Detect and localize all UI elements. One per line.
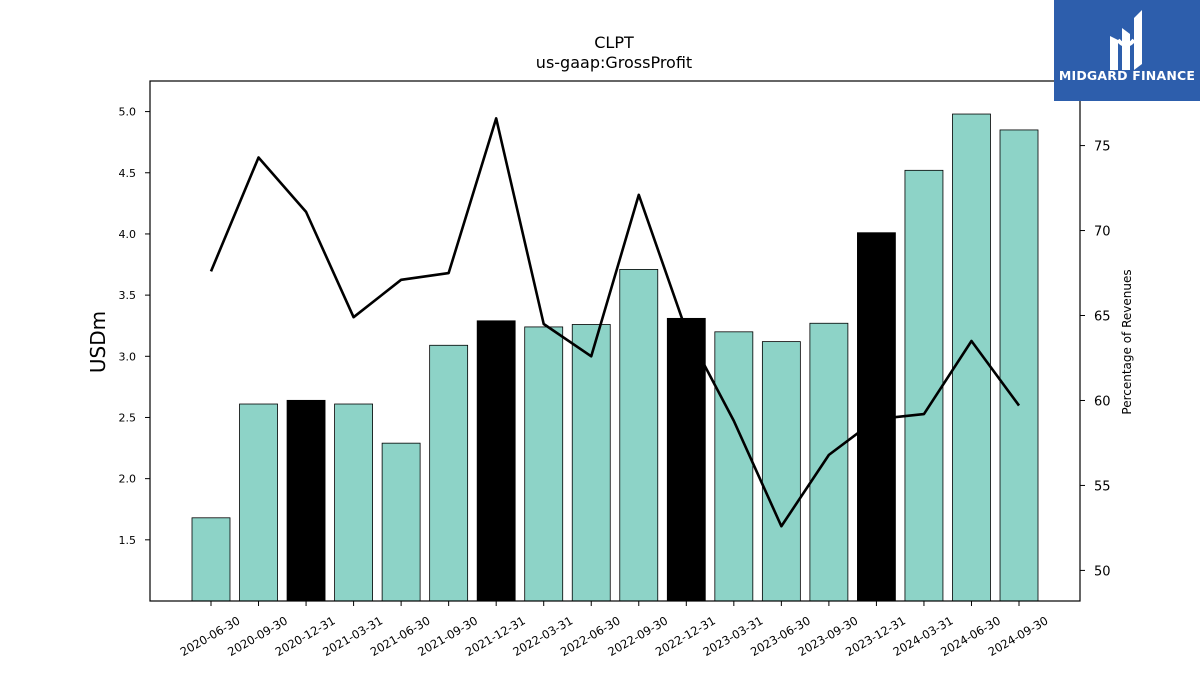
bar-2020-12-31: [286, 399, 326, 602]
y2-tick-label: 65: [1094, 310, 1111, 325]
line-group: [209, 117, 1021, 528]
y2-tick-label: 70: [1094, 225, 1111, 240]
y2-tick-label: 60: [1094, 394, 1111, 409]
y2-tick-label: 50: [1094, 564, 1111, 579]
midgard-finance-logo: MIDGARD FINANCE: [1054, 0, 1200, 101]
y-tick-label: 1.5: [119, 534, 137, 547]
y-tick-label: 4.5: [119, 167, 137, 180]
y-tick-label: 3.0: [119, 350, 137, 363]
bar-2020-09-30: [239, 403, 278, 602]
bar-2023-06-30: [761, 341, 801, 602]
bar-2022-09-30: [619, 269, 659, 602]
bar-2021-03-31: [334, 403, 373, 602]
line-percentage-of-revenues: [209, 117, 1021, 528]
y2-tick-label: 55: [1094, 479, 1111, 494]
plot-frame: [149, 80, 1081, 602]
y2-axis-label: Percentage of Revenues: [1120, 269, 1134, 414]
y-tick-label: 4.0: [119, 228, 137, 241]
y-tick-label: 5.0: [119, 106, 137, 119]
bar-2022-06-30: [571, 324, 611, 602]
logo-mark-icon: [1110, 10, 1142, 70]
chart-title: CLPT: [594, 33, 634, 52]
bar-2024-09-30: [999, 129, 1039, 602]
bar-2021-12-31: [476, 320, 516, 602]
bar-2024-03-31: [904, 169, 944, 602]
bar-2023-09-30: [809, 322, 849, 602]
bars-group: [191, 113, 1039, 602]
bar-2020-06-30: [191, 517, 231, 602]
y-axis-label: USDm: [86, 311, 110, 373]
bar-2022-03-31: [524, 326, 564, 602]
logo-text: MIDGARD FINANCE: [1058, 68, 1196, 83]
y-tick-label: 2.5: [119, 411, 137, 424]
bar-2023-03-31: [714, 331, 754, 602]
y-tick-label: 2.0: [119, 473, 137, 486]
y2-tick-label: 75: [1094, 140, 1111, 155]
bar-2021-09-30: [429, 344, 469, 602]
y-tick-label: 3.5: [119, 289, 137, 302]
bar-2021-06-30: [381, 442, 421, 602]
bar-2022-12-31: [666, 317, 706, 602]
chart-subtitle: us-gaap:GrossProfit: [536, 53, 692, 72]
